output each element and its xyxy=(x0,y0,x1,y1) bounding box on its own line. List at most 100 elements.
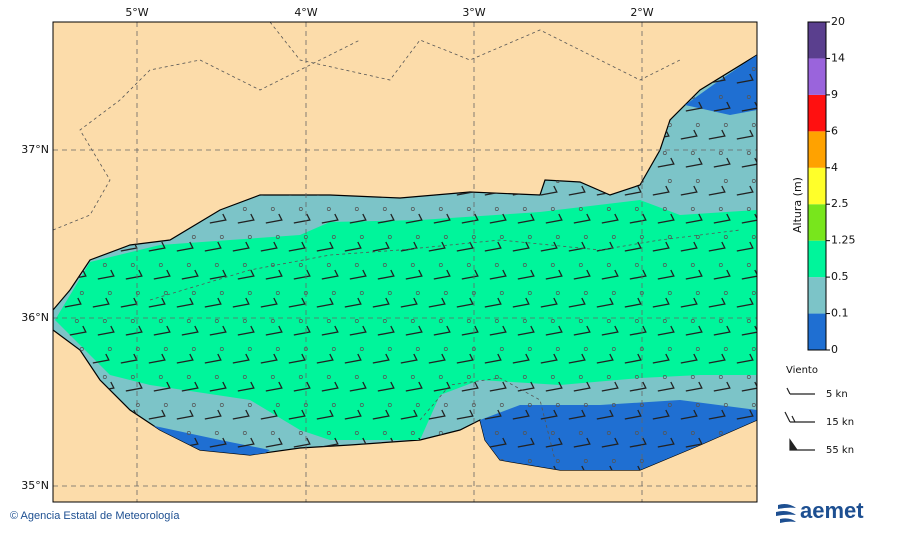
wind-barb xyxy=(545,437,563,448)
calm-marker xyxy=(466,319,471,323)
calm-marker xyxy=(219,403,224,407)
wind-barb xyxy=(624,409,642,420)
wind-barb xyxy=(237,269,255,280)
grid xyxy=(53,22,757,502)
calm-marker xyxy=(191,347,196,351)
calm-marker xyxy=(695,179,700,183)
colorbar-segment xyxy=(808,58,826,95)
wind-barb xyxy=(708,409,726,420)
calm-marker xyxy=(158,375,163,379)
calm-marker xyxy=(354,431,359,435)
calm-marker xyxy=(247,235,252,239)
calm-marker xyxy=(466,263,471,267)
calm-marker xyxy=(634,375,639,379)
calm-marker xyxy=(723,123,728,127)
calm-marker xyxy=(270,431,275,435)
wind-barb xyxy=(181,325,199,336)
wind-barb xyxy=(680,353,698,364)
lat-label: 35°N xyxy=(21,479,49,492)
wind-barb xyxy=(484,241,502,252)
wind-barb xyxy=(433,213,451,224)
calm-marker xyxy=(494,431,499,435)
wind-barb xyxy=(624,465,642,470)
calm-marker xyxy=(438,263,443,267)
wind-barb xyxy=(708,241,726,252)
wind-barb xyxy=(428,241,446,252)
calm-marker xyxy=(527,347,532,351)
calm-marker xyxy=(359,347,364,351)
calm-marker xyxy=(270,319,275,323)
wind-barb xyxy=(685,381,703,392)
calm-marker xyxy=(186,431,191,435)
wind-barb xyxy=(573,269,591,280)
colorbar-label: 0 xyxy=(831,343,838,356)
wind-barb xyxy=(377,269,395,280)
calm-marker xyxy=(494,207,499,211)
lon-label: 3°W xyxy=(462,6,485,19)
wind-barb xyxy=(685,325,703,336)
calm-marker xyxy=(242,431,247,435)
wind-barb xyxy=(484,297,502,308)
wind-barb xyxy=(484,409,502,420)
calm-marker xyxy=(690,431,695,435)
calm-marker xyxy=(751,347,756,351)
wind-barb xyxy=(265,213,283,224)
wind-barb xyxy=(540,185,558,196)
wind-barb xyxy=(713,269,731,280)
wind-barb xyxy=(181,381,199,392)
wind-barb xyxy=(657,213,675,224)
calm-marker xyxy=(214,431,219,435)
wind-legend-title: Viento xyxy=(786,365,818,376)
wind-barb xyxy=(601,437,619,448)
calm-marker xyxy=(438,319,443,323)
wind-barb xyxy=(316,241,334,252)
calm-marker xyxy=(550,319,555,323)
wind-barb xyxy=(545,269,563,280)
wind-barb xyxy=(209,381,227,392)
colorbar-label: 0.1 xyxy=(831,307,849,320)
wind-barb xyxy=(372,353,390,364)
colorbar-label: 20 xyxy=(831,15,845,28)
wind-barb xyxy=(321,325,339,336)
wind-barb xyxy=(316,297,334,308)
calm-marker xyxy=(387,403,392,407)
wave-zone-blue xyxy=(685,55,757,115)
calm-marker xyxy=(79,347,84,351)
calm-marker xyxy=(746,151,751,155)
wind-barb xyxy=(741,101,757,112)
calm-marker xyxy=(74,319,79,323)
calm-marker xyxy=(499,235,504,239)
wind-barb xyxy=(321,213,339,224)
calm-marker xyxy=(611,235,616,239)
calm-marker xyxy=(275,347,280,351)
calm-marker xyxy=(522,375,527,379)
calm-marker xyxy=(718,431,723,435)
wind-barb xyxy=(69,325,87,336)
colorbar-title: Altura (m) xyxy=(791,177,804,233)
calm-marker xyxy=(443,291,448,295)
wind-barb xyxy=(349,381,367,392)
wind-barb xyxy=(540,353,558,364)
wind-barb xyxy=(517,213,535,224)
wind-barb xyxy=(624,185,642,196)
calm-marker xyxy=(606,263,611,267)
calm-marker xyxy=(158,319,163,323)
calm-marker xyxy=(690,207,695,211)
wind-barb xyxy=(209,437,227,448)
calm-marker xyxy=(214,319,219,323)
calm-marker xyxy=(746,95,751,99)
calm-marker xyxy=(751,123,756,127)
wind-barb xyxy=(517,325,535,336)
calm-marker xyxy=(466,207,471,211)
calm-marker xyxy=(326,431,331,435)
wind-barb xyxy=(713,157,731,168)
calm-marker xyxy=(667,403,672,407)
colorbar-label: 0.5 xyxy=(831,270,849,283)
calm-marker xyxy=(578,375,583,379)
calm-marker xyxy=(158,263,163,267)
calm-marker xyxy=(102,375,107,379)
calm-marker xyxy=(359,291,364,295)
wind-barb xyxy=(148,409,166,420)
calm-marker xyxy=(382,375,387,379)
